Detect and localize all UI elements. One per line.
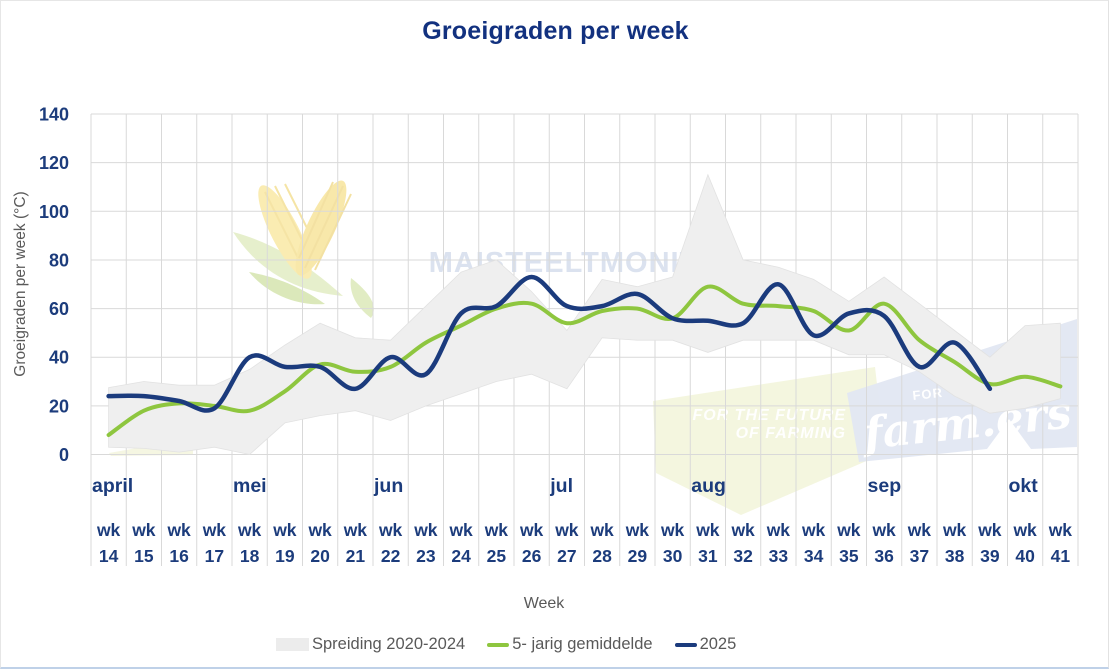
week-tick-label: wk 21 xyxy=(343,520,368,566)
month-label: jun xyxy=(373,475,403,497)
week-tick-label: wk 23 xyxy=(413,520,438,566)
legend-item-spread: Spreiding 2020-2024 xyxy=(276,635,465,654)
month-label: okt xyxy=(1009,475,1039,497)
month-label: april xyxy=(92,475,133,497)
month-label: sep xyxy=(868,475,902,497)
legend-item-2025: 2025 xyxy=(674,635,737,654)
spread-band-swatch-icon xyxy=(276,638,309,651)
week-tick-label: wk 34 xyxy=(801,520,826,566)
week-tick-label: wk 37 xyxy=(907,520,932,566)
week-tick-label: wk 27 xyxy=(554,520,579,566)
month-label: aug xyxy=(691,475,726,497)
average-5yr-line xyxy=(106,284,1063,437)
week-tick-label: wk 26 xyxy=(519,520,544,566)
week-tick-label: wk 17 xyxy=(202,520,227,566)
week-tick-label: wk 25 xyxy=(484,520,509,566)
week-tick-label: wk 20 xyxy=(307,520,332,566)
x-axis-title: Week xyxy=(524,595,566,612)
month-label: jul xyxy=(549,475,573,497)
y-axis-title: Groeigraden per week (°C) xyxy=(12,191,29,376)
corn-cobs-watermark-icon xyxy=(233,180,374,318)
y-tick-label: 80 xyxy=(49,250,69,270)
legend-label-2025: 2025 xyxy=(699,635,737,653)
week-tick-label: wk 32 xyxy=(730,520,755,566)
week-tick-label: wk 30 xyxy=(660,520,685,566)
y-tick-label: 20 xyxy=(49,396,69,416)
week-tick-label: wk 24 xyxy=(448,520,473,566)
legend-item-average: 5- jarig gemiddelde xyxy=(487,635,653,654)
week-tick-label: wk 14 xyxy=(96,520,121,566)
y-tick-label: 60 xyxy=(49,299,69,319)
y-tick-label: 100 xyxy=(39,202,69,222)
chart-title: Groeigraden per week xyxy=(422,17,689,45)
y-tick-label: 40 xyxy=(49,348,69,368)
y-tick-label: 140 xyxy=(39,105,69,125)
week-tick-label: wk 16 xyxy=(166,520,191,566)
y-tick-label: 0 xyxy=(59,445,69,465)
slogan-line2-text: OF FARMING xyxy=(736,425,846,442)
average-line-swatch-icon xyxy=(487,642,510,647)
legend-label-spread: Spreiding 2020-2024 xyxy=(312,635,466,653)
legend-label-average: 5- jarig gemiddelde xyxy=(512,635,653,653)
week-tick-label: wk 40 xyxy=(1012,520,1037,566)
line-2025-swatch-icon xyxy=(674,642,697,647)
week-tick-label: wk 22 xyxy=(378,520,403,566)
chart-legend: Spreiding 2020-2024 5- jarig gemiddelde … xyxy=(276,635,758,654)
axis-labels: 0 20 40 60 80 100 120 140 Groeigraden per week (… xyxy=(12,105,1072,612)
week-tick-label: wk 39 xyxy=(977,520,1002,566)
week-tick-label: wk 33 xyxy=(766,520,791,566)
month-label: mei xyxy=(233,475,267,497)
slogan-line1-text: FOR THE FUTURE xyxy=(692,407,846,424)
week-tick-label: wk 35 xyxy=(836,520,861,566)
week-tick-label: wk 31 xyxy=(695,520,720,566)
week-tick-label: wk 28 xyxy=(589,520,614,566)
week-tick-label: wk 36 xyxy=(871,520,896,566)
week-tick-label: wk 18 xyxy=(237,520,262,566)
line-2025 xyxy=(106,274,993,413)
week-tick-label: wk 19 xyxy=(272,520,297,566)
week-tick-label: wk 15 xyxy=(131,520,156,566)
week-tick-label: wk 29 xyxy=(625,520,650,566)
week-tick-label: wk 38 xyxy=(942,520,967,566)
week-tick-label: wk 41 xyxy=(1048,520,1073,566)
y-tick-label: 120 xyxy=(39,153,69,173)
brand-prefix-text: FOR xyxy=(912,385,944,403)
